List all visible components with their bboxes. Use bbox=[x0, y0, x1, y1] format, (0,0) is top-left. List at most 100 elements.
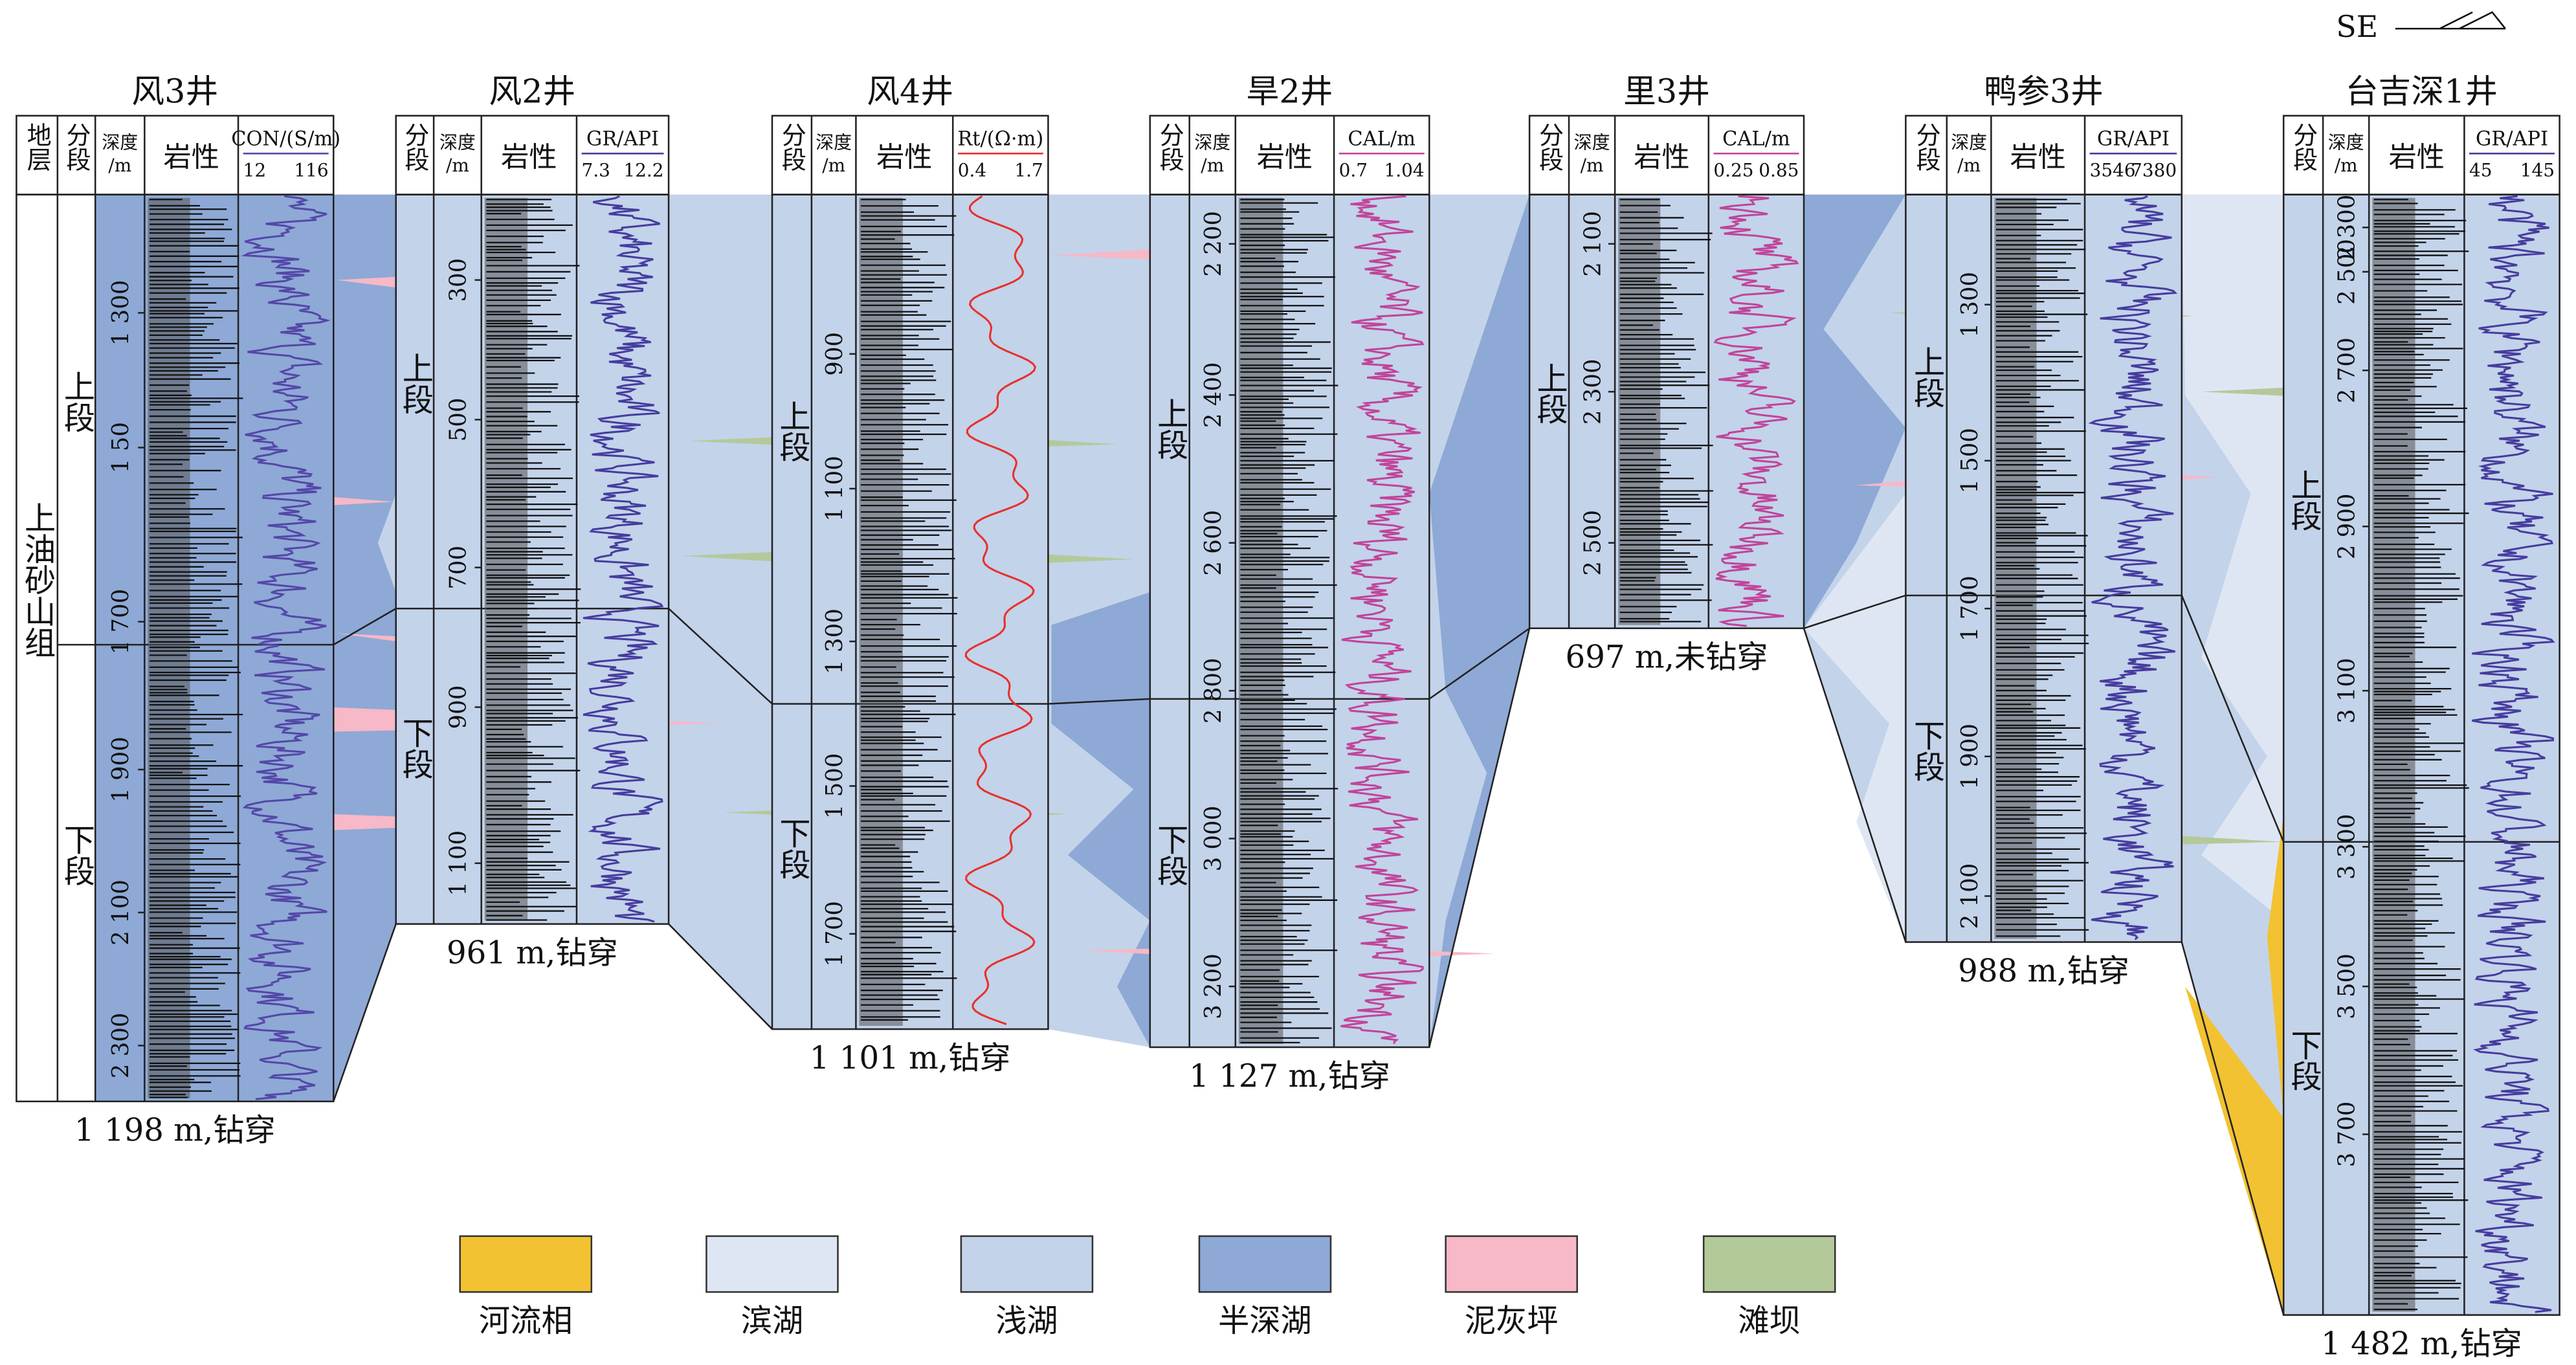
log-name: GR/API bbox=[586, 128, 659, 150]
depth-unit: /m bbox=[822, 155, 845, 176]
legend-label: 滩坝 bbox=[1738, 1303, 1800, 1339]
log-min: 0.7 bbox=[1339, 160, 1368, 181]
depth-unit: /m bbox=[446, 155, 469, 176]
lower-segment: 下段 bbox=[1151, 824, 1188, 886]
log-curve bbox=[1713, 195, 1799, 627]
well-header bbox=[16, 115, 335, 195]
depth-tick-label: 2 100 bbox=[1579, 211, 1606, 277]
well-footnote: 961 m,钻穿 bbox=[447, 935, 618, 971]
depth-tick-label: 1 300 bbox=[107, 280, 134, 346]
log-min: 12 bbox=[243, 160, 267, 181]
lithology-bars bbox=[1240, 199, 1338, 1044]
log-max: 0.85 bbox=[1759, 160, 1799, 181]
depth-tick-label: 2 500 bbox=[2333, 239, 2360, 305]
well-frame bbox=[2282, 194, 2560, 1316]
log-curve bbox=[1340, 195, 1425, 1045]
legend-swatch bbox=[1198, 1235, 1332, 1293]
well-name: 鸭参3井 bbox=[1984, 72, 2104, 110]
segment-boundary bbox=[668, 608, 773, 705]
segment-column bbox=[772, 194, 812, 1030]
well-body bbox=[1946, 194, 2182, 942]
well-name: 风3井 bbox=[131, 72, 218, 110]
depth-tick-label: 1 900 bbox=[1957, 724, 1983, 790]
log-max: 1.04 bbox=[1384, 160, 1425, 181]
segment-header: 分段 bbox=[62, 122, 91, 172]
shore-lake-wedge bbox=[2181, 194, 2284, 921]
direction-label: SE bbox=[2336, 10, 2378, 44]
well-frame bbox=[1149, 194, 1430, 1049]
depth-header: 深度 bbox=[439, 132, 476, 153]
depth-tick-label: 1 700 bbox=[1957, 575, 1983, 641]
depth-unit: /m bbox=[2335, 155, 2358, 176]
formation-columns bbox=[16, 194, 96, 1102]
well-frame bbox=[1905, 194, 2183, 943]
depth-tick-label: 1 100 bbox=[821, 456, 848, 522]
depth-tick-label: 2 200 bbox=[1200, 211, 1227, 277]
correlation-lines bbox=[333, 594, 2285, 1316]
depth-tick-label: 2 800 bbox=[1200, 658, 1227, 724]
depth-tick-label: 300 bbox=[445, 258, 472, 302]
semi-deep-lake-wedge bbox=[1804, 194, 1906, 628]
log-name: Rt/(Ω·m) bbox=[957, 128, 1043, 150]
lithology-header: 岩性 bbox=[876, 141, 932, 173]
base-line bbox=[2181, 942, 2285, 1316]
depth-header: 深度 bbox=[1574, 132, 1610, 153]
well-name: 台吉深1井 bbox=[2346, 72, 2498, 110]
depth-tick-label: 900 bbox=[821, 332, 848, 376]
log-curve bbox=[2472, 195, 2555, 1313]
well-footnote: 1 482 m,钻穿 bbox=[2321, 1326, 2522, 1362]
lithology-header: 岩性 bbox=[2010, 141, 2066, 173]
log-curve bbox=[583, 195, 664, 923]
lithology-fill bbox=[484, 197, 528, 921]
depth-tick-label: 2 700 bbox=[2333, 337, 2360, 403]
lithology-header: 岩性 bbox=[2389, 141, 2445, 173]
legend-swatch bbox=[705, 1235, 839, 1293]
log-name: GR/API bbox=[2097, 128, 2170, 150]
lithology-header: 岩性 bbox=[501, 141, 557, 173]
depth-tick-label: 1 300 bbox=[1957, 272, 1983, 338]
well-frame bbox=[1528, 194, 1805, 630]
legend: 河流相 滨湖 浅湖 半深湖 泥灰坪 滩坝 bbox=[459, 1235, 1836, 1339]
legend-swatch bbox=[1702, 1235, 1836, 1293]
lithology-header: 岩性 bbox=[1257, 141, 1313, 173]
segment-header: 分段 bbox=[777, 122, 806, 172]
base-line bbox=[668, 923, 773, 1030]
depth-tick-label: 1 300 bbox=[821, 608, 848, 674]
lithology-header: 岩性 bbox=[1634, 141, 1689, 173]
well-header bbox=[2282, 115, 2560, 195]
segment-header: 分段 bbox=[1155, 122, 1184, 172]
segment-header: 分段 bbox=[2289, 122, 2318, 172]
depth-tick-label: 2 300 bbox=[2333, 195, 2360, 261]
depth-tick-label: 500 bbox=[445, 397, 472, 441]
well-body bbox=[1189, 194, 1430, 1047]
depth-tick-label: 1 700 bbox=[821, 901, 848, 967]
upper-segment: 上段 bbox=[58, 370, 94, 432]
segment-column bbox=[395, 194, 434, 924]
depth-tick-label: 3 000 bbox=[1200, 806, 1227, 872]
segment-column bbox=[2283, 194, 2324, 1315]
legend-label: 浅湖 bbox=[995, 1303, 1058, 1339]
log-name: GR/API bbox=[2476, 128, 2548, 150]
log-curve bbox=[964, 195, 1037, 1025]
well-header bbox=[1149, 115, 1430, 195]
segment-column bbox=[1529, 194, 1570, 628]
segment-boundary bbox=[1803, 594, 1906, 629]
log-name: CAL/m bbox=[1348, 128, 1416, 150]
depth-header: 深度 bbox=[1951, 132, 1987, 153]
depth-tick-label: 2 600 bbox=[1200, 510, 1227, 576]
well-footnote: 1 127 m,钻穿 bbox=[1189, 1058, 1390, 1094]
depth-header: 深度 bbox=[816, 132, 852, 153]
legend-label: 滨湖 bbox=[741, 1303, 803, 1339]
legend-label: 泥灰坪 bbox=[1465, 1303, 1559, 1339]
depth-tick-label: 3 500 bbox=[2333, 953, 2360, 1019]
segment-boundary bbox=[2181, 595, 2285, 843]
log-max: 12.2 bbox=[623, 160, 663, 181]
log-max: 145 bbox=[2520, 160, 2555, 181]
well-header bbox=[771, 115, 1049, 195]
depth-tick-label: 3 100 bbox=[2333, 658, 2360, 724]
